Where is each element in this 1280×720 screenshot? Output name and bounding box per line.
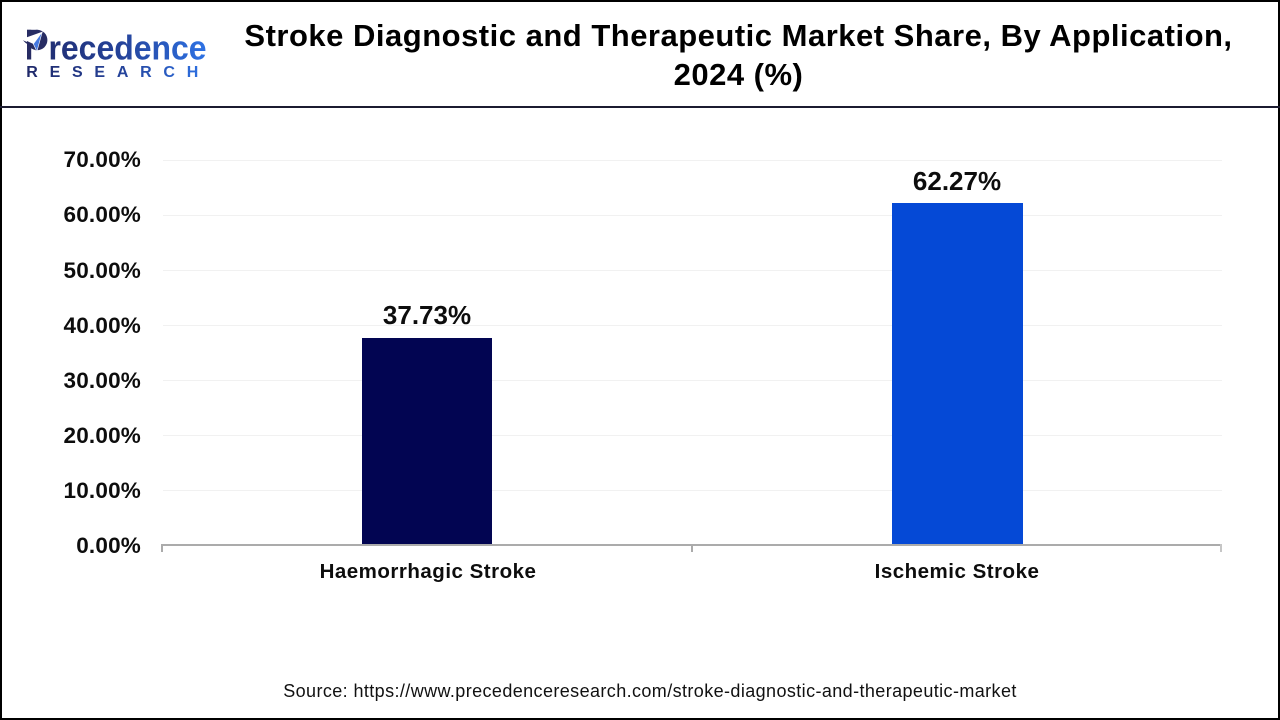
- svg-text:recedence: recedence: [49, 30, 207, 68]
